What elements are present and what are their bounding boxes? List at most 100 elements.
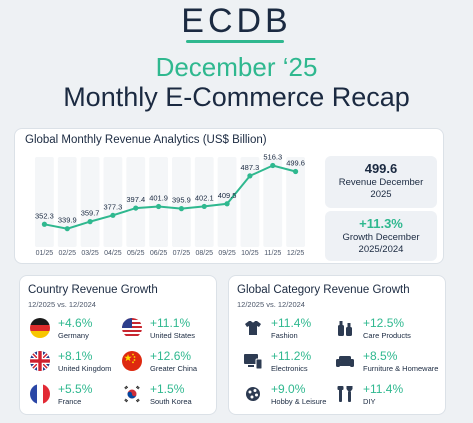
grid-band — [57, 157, 77, 247]
country-value: +5.5% — [58, 382, 93, 396]
country-value: +4.6% — [58, 316, 93, 330]
category-name: Hobby & Leisure — [271, 397, 327, 406]
growth-stat: +11.3% Growth December 2025/2024 — [325, 211, 437, 261]
category-value: +12.5% — [363, 316, 405, 330]
growth-stat-value: +11.3% — [359, 216, 403, 231]
data-label: 397.4 — [126, 195, 145, 204]
x-tick-label: 01/25 — [36, 250, 54, 257]
grid-band — [172, 157, 191, 247]
country-value: +8.1% — [58, 349, 93, 363]
logo: ECDB — [181, 2, 292, 40]
data-point — [292, 168, 299, 175]
x-tick-label: 07/25 — [173, 250, 191, 257]
tshirt-icon — [245, 321, 261, 335]
revenue-chart-card: Global Monthly Revenue Analytics (US$ Bi… — [14, 128, 444, 264]
grid-band — [126, 157, 146, 247]
tools-icon — [337, 386, 353, 402]
revenue-line-chart: 352.3 01/25 339.9 02/25 359.7 03/25 377.3 04/25… — [35, 152, 305, 257]
category-name: Electronics — [271, 364, 308, 373]
country-name: France — [58, 397, 82, 406]
x-tick-label: 03/25 — [81, 250, 99, 257]
country-name: Greater China — [150, 364, 198, 373]
category-name: Furniture & Homeware — [363, 364, 439, 373]
revenue-stat: 499.6 Revenue December 2025 — [325, 156, 437, 208]
data-label: 339.9 — [58, 216, 77, 225]
x-tick-label: 10/25 — [241, 250, 259, 257]
x-tick-label: 12/25 — [287, 250, 305, 257]
growth-stat-label-1: Growth December — [342, 232, 420, 243]
category-name: DIY — [363, 397, 376, 406]
data-point — [133, 205, 139, 211]
data-point — [224, 201, 230, 207]
revenue-stat-label-2: 2025 — [370, 189, 392, 200]
data-point — [270, 162, 276, 169]
revenue-series-line — [44, 164, 296, 230]
country-name: South Korea — [150, 397, 192, 406]
data-label: 377.3 — [104, 202, 123, 211]
data-point — [110, 212, 116, 218]
france-flag-icon — [30, 384, 50, 404]
grid-band — [286, 157, 305, 247]
china-flag-icon — [122, 351, 142, 371]
devices-icon — [244, 354, 263, 370]
x-tick-label: 02/25 — [58, 250, 76, 257]
x-tick-label: 04/25 — [104, 250, 122, 257]
data-label: 487.3 — [241, 163, 260, 172]
data-label: 401.9 — [149, 193, 168, 202]
grid-band — [263, 157, 283, 247]
category-name: Care Products — [363, 331, 411, 340]
category-section-period: 12/2025 vs. 12/2024 — [237, 300, 305, 309]
category-value: +11.4% — [363, 382, 404, 396]
category-name: Fashion — [271, 331, 298, 340]
uk-flag-icon — [30, 351, 50, 371]
data-label: 359.7 — [81, 209, 100, 218]
bottles-icon — [338, 321, 352, 336]
country-name: Germany — [58, 331, 89, 340]
month-heading: December ‘25 — [155, 52, 318, 82]
category-value: +9.0% — [271, 382, 306, 396]
category-growth-card: Global Category Revenue Growth 12/2025 v… — [228, 275, 446, 415]
growth-stat-label-2: 2025/2024 — [358, 244, 404, 255]
data-label: 409.5 — [218, 191, 237, 200]
south-korea-flag-icon — [122, 384, 142, 404]
grid-band — [194, 157, 214, 247]
logo-underline — [186, 40, 284, 43]
grid-band — [149, 157, 168, 247]
x-tick-label: 06/25 — [150, 250, 168, 257]
chart-title: Global Monthly Revenue Analytics (US$ Bi… — [25, 134, 267, 146]
data-label: 395.9 — [172, 196, 191, 205]
grid-band — [35, 157, 54, 247]
category-section-title: Global Category Revenue Growth — [237, 284, 410, 296]
x-tick-label: 05/25 — [127, 250, 145, 257]
data-point — [64, 226, 70, 232]
country-value: +1.5% — [150, 382, 185, 396]
hobby-icon — [246, 387, 260, 401]
x-tick-label: 11/25 — [264, 250, 281, 257]
revenue-stat-label-1: Revenue December — [338, 177, 424, 188]
data-point — [41, 221, 48, 227]
data-label: 499.6 — [286, 158, 305, 167]
data-point — [155, 203, 162, 210]
data-label: 402.1 — [195, 193, 214, 202]
data-label: 352.3 — [35, 211, 54, 220]
data-label: 516.3 — [263, 152, 282, 161]
category-value: +8.5% — [363, 349, 398, 363]
category-value: +11.4% — [271, 316, 312, 330]
data-point — [87, 219, 93, 225]
grid-band — [240, 157, 260, 247]
usa-flag-icon — [122, 318, 142, 338]
sofa-icon — [336, 356, 354, 367]
data-point — [247, 173, 253, 179]
x-tick-label: 09/25 — [218, 250, 236, 257]
country-value: +12.6% — [150, 349, 192, 363]
grid-band — [103, 157, 123, 247]
data-point — [178, 206, 185, 212]
grid-band — [80, 157, 100, 247]
x-tick-label: 08/25 — [195, 250, 213, 257]
country-growth-card: Country Revenue Growth 12/2025 vs. 12/20… — [19, 275, 217, 415]
country-name: United States — [150, 331, 196, 340]
page-title: Monthly E-Commerce Recap — [63, 82, 410, 112]
revenue-stat-value: 499.6 — [364, 161, 398, 176]
country-section-title: Country Revenue Growth — [28, 284, 158, 296]
germany-flag-icon — [30, 318, 50, 338]
